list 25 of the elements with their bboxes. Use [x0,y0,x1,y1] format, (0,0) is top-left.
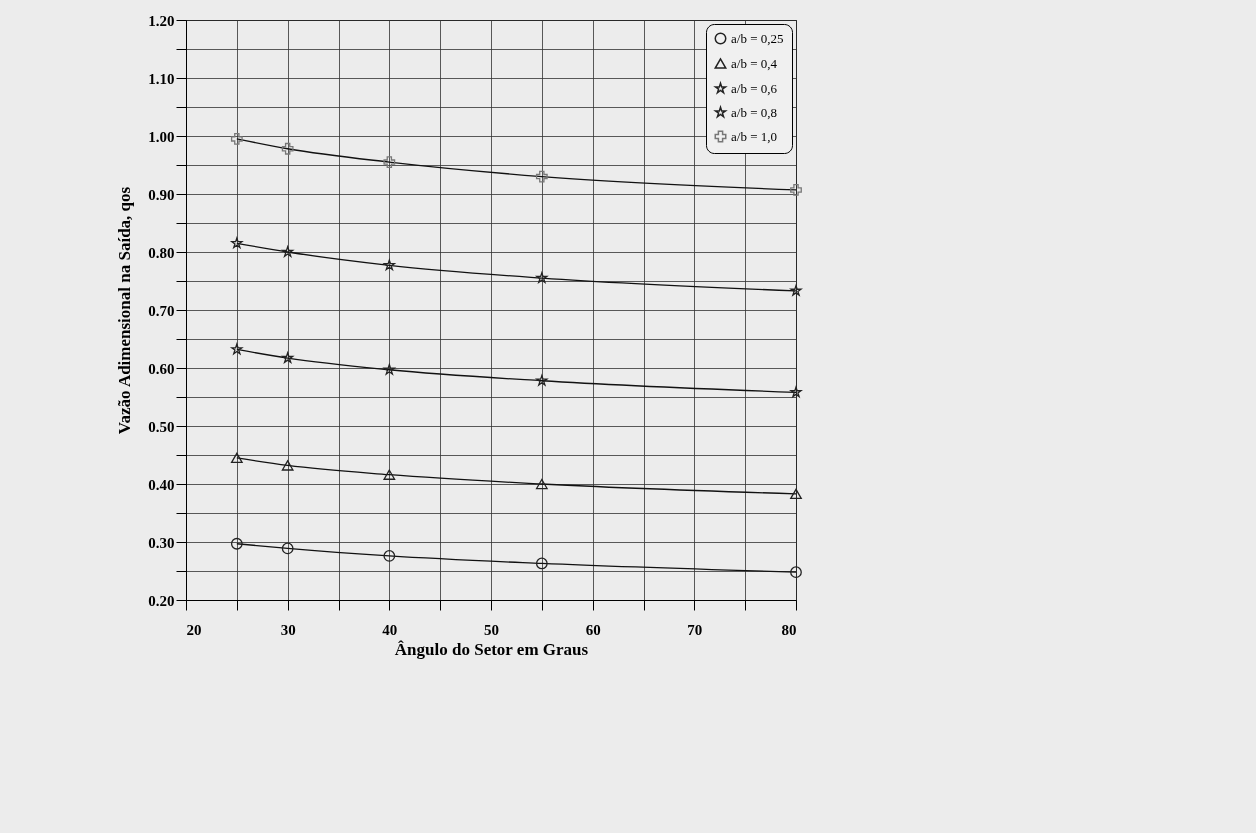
y-tick-label: 0.70 [148,302,175,319]
y-tick-label: 1.20 [148,12,175,29]
x-tick-label: 20 [186,621,202,638]
x-tick-label: 70 [687,621,703,638]
x-tick-label: 50 [484,621,499,638]
y-tick-label: 0.30 [148,534,175,551]
x-axis-title: Ângulo do Setor em Graus [394,639,589,659]
x-tick-label: 40 [382,621,398,638]
y-tick-label: 0.80 [148,244,175,261]
x-tick-label: 60 [585,621,601,638]
legend-label: a/b = 0,8 [731,104,777,120]
y-tick-label: 0.90 [148,186,175,203]
x-tick-label: 30 [280,621,296,638]
y-tick-label: 0.60 [148,360,175,377]
y-tick-label: 0.40 [148,476,175,493]
y-axis-title: Vazão Adimensional na Saída, qos [115,186,135,435]
y-tick-label: 0.20 [148,592,175,609]
y-tick-label: 0.50 [148,418,175,435]
legend-label: a/b = 1,0 [731,128,777,144]
y-tick-label: 1.00 [148,128,175,145]
legend-label: a/b = 0,6 [731,80,778,96]
x-tick-label: 80 [781,621,797,638]
y-tick-label: 1.10 [148,70,175,87]
legend-label: a/b = 0,4 [731,55,778,71]
legend-label: a/b = 0,25 [731,30,784,46]
